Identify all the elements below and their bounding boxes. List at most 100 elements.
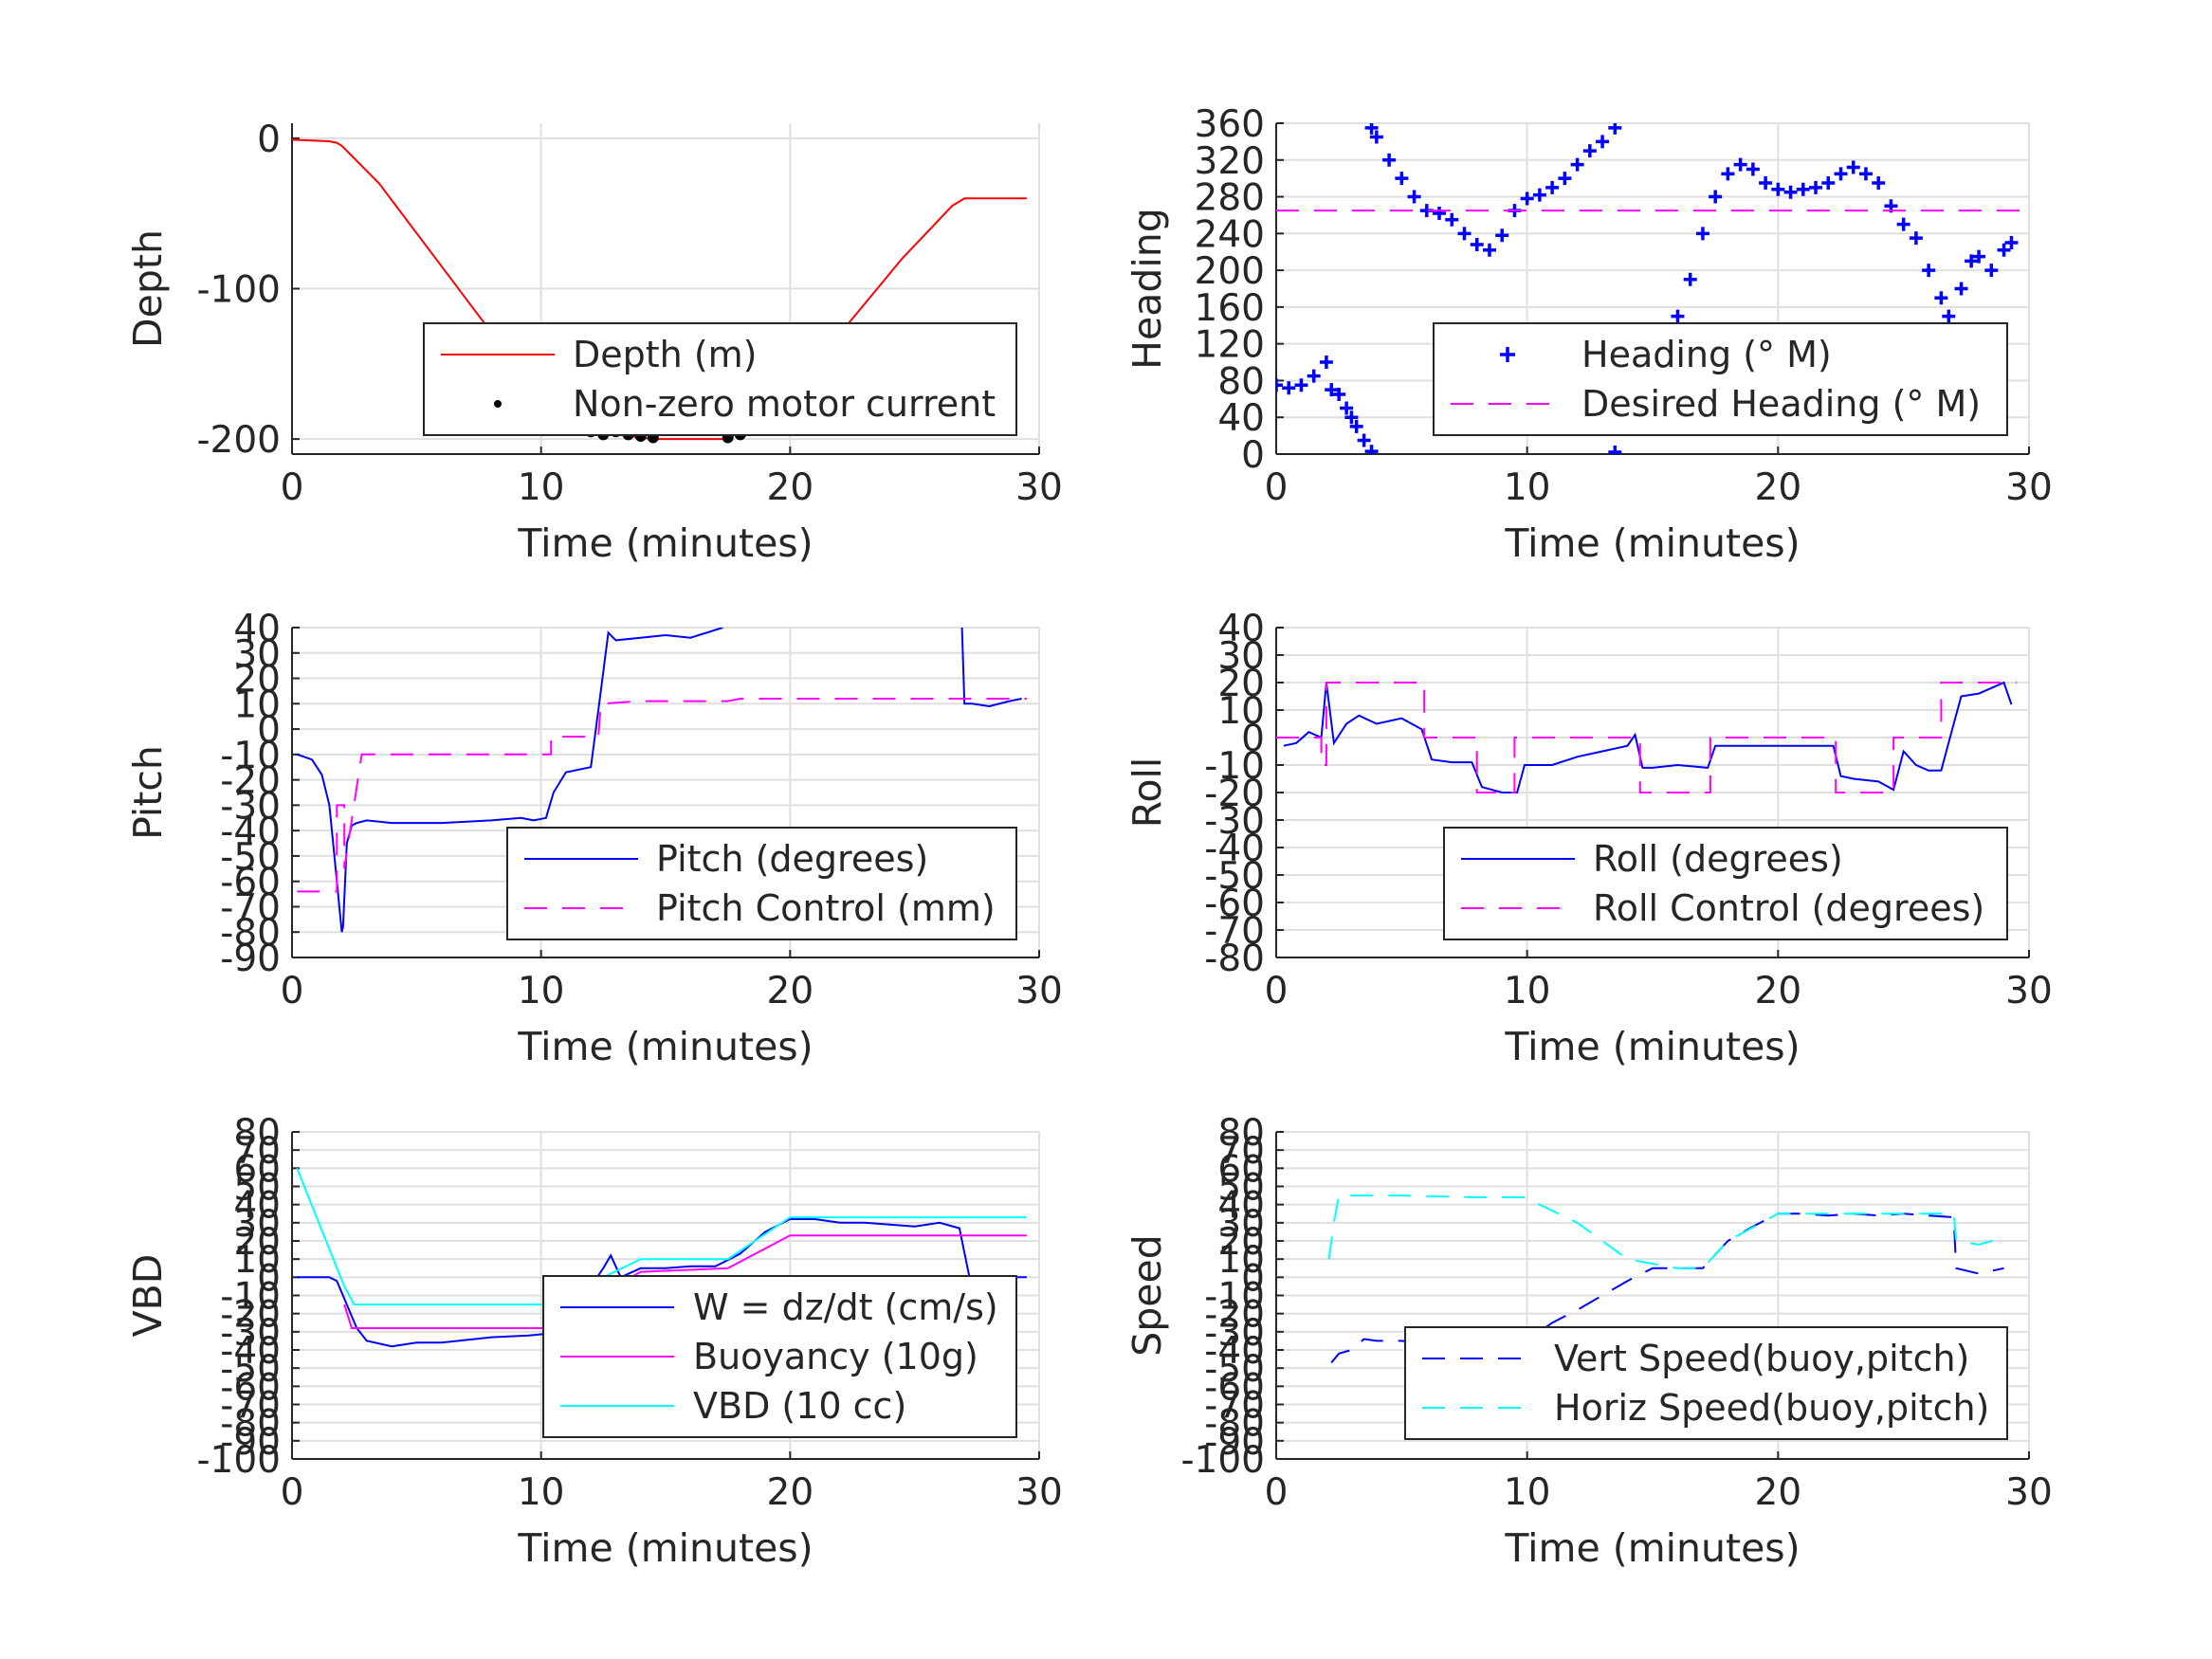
legend-label: Depth (m) (573, 334, 758, 375)
x-tick-label: 10 (1504, 466, 1551, 509)
heading-point (1570, 157, 1584, 172)
y-tick-label: 40 (1217, 1185, 1265, 1228)
heading-point (1332, 387, 1346, 401)
y-tick-label: -20 (220, 1294, 281, 1337)
x-tick-label: 20 (767, 1471, 814, 1514)
heading-point (1984, 264, 1999, 278)
chart-panel-1: 0 10 20 30 0 -100 -200 Time (minutes) Depth Depth… (125, 118, 1063, 566)
heading-point (1382, 153, 1397, 167)
heading-point (1972, 249, 1986, 264)
x-tick-label: 10 (518, 466, 565, 509)
y-tick-label: -100 (196, 269, 281, 312)
series-line-2 (1327, 1194, 2004, 1269)
y-tick-label: 200 (1195, 250, 1265, 293)
x-tick-label: 20 (767, 970, 814, 1012)
y-tick-label: 0 (1241, 718, 1265, 760)
legend-label: Horiz Speed(buoy,pitch) (1554, 1387, 1989, 1429)
y-tick-label: -30 (220, 1312, 281, 1355)
y-tick-label: -40 (220, 811, 281, 853)
heading-point (1470, 237, 1484, 251)
y-axis-label: Heading (1124, 208, 1170, 370)
y-tick-label: 10 (233, 1239, 281, 1282)
y-axis-label: Pitch (125, 745, 171, 840)
heading-point (1721, 167, 1735, 181)
legend: Roll (degrees) Roll Control (degrees) (1443, 827, 2008, 940)
legend-label: W = dz/dt (cm/s) (693, 1286, 998, 1328)
legend: W = dz/dt (cm/s) Buoyancy (10g) VBD (10 cc… (542, 1275, 1017, 1438)
y-tick-label: -200 (196, 419, 281, 462)
heading-point (1821, 176, 1836, 191)
legend-label: Desired Heading (° M) (1581, 383, 1981, 425)
x-tick-label: 20 (767, 466, 814, 509)
y-tick-label: -20 (1204, 1294, 1265, 1337)
x-tick-label: 30 (1015, 1471, 1063, 1514)
y-tick-label: 0 (257, 118, 281, 161)
heading-point (1783, 185, 1798, 199)
heading-point (1596, 135, 1610, 149)
x-tick-label: 30 (1015, 970, 1063, 1012)
x-tick-label: 30 (2005, 970, 2053, 1012)
y-tick-label: 0 (257, 1257, 281, 1300)
heading-point (1407, 190, 1421, 204)
heading-point (1532, 188, 1546, 202)
y-tick-label: 30 (1217, 1203, 1265, 1246)
y-tick-label: -40 (1204, 1330, 1265, 1373)
heading-point (1608, 123, 1622, 135)
heading-point (1276, 378, 1283, 392)
y-tick-label: -60 (220, 1366, 281, 1409)
y-tick-label: -20 (220, 760, 281, 803)
y-tick-label: 70 (233, 1130, 281, 1173)
y-tick-label: -70 (1204, 910, 1265, 953)
heading-point (1746, 162, 1760, 176)
x-tick-label: 0 (281, 466, 304, 509)
legend-swatch (1500, 347, 1515, 362)
heading-point (1709, 190, 1723, 204)
y-tick-label: 20 (233, 1221, 281, 1264)
heading-point (1344, 410, 1359, 425)
series-line-3 (297, 698, 1027, 893)
chart-panel-4: 0 10 20 30-80-70-60-50-40-30-20-10010203040… (1124, 608, 2053, 1069)
y-tick-label: -80 (1204, 938, 1265, 980)
heading-point (1909, 231, 1923, 246)
y-tick-label: -60 (1204, 883, 1265, 925)
y-tick-label: -40 (220, 1330, 281, 1373)
heading-point (1683, 272, 1697, 286)
y-axis-label: Roll (1124, 757, 1170, 829)
heading-point (1846, 160, 1860, 174)
y-tick-label: -50 (220, 1348, 281, 1391)
heading-point (1759, 176, 1773, 191)
legend-label: Non-zero motor current (573, 383, 996, 425)
legend: Pitch (degrees) Pitch Control (mm) (506, 827, 1017, 940)
heading-point (1307, 369, 1321, 383)
x-axis-label: Time (minutes) (1504, 520, 1800, 566)
heading-point (1357, 433, 1371, 447)
y-tick-label: 40 (1217, 397, 1265, 440)
y-tick-label: 20 (1217, 663, 1265, 705)
heading-point (1733, 157, 1747, 172)
y-tick-label: 40 (233, 608, 281, 650)
y-tick-label: -40 (1204, 828, 1265, 870)
y-tick-label: -70 (220, 1385, 281, 1428)
chart-panel-5: 0 10 20 30-100-90-80-70-60-50-40-30-20-1001… (125, 1112, 1063, 1571)
y-tick-label: -60 (1204, 1366, 1265, 1409)
y-tick-label: -90 (220, 1421, 281, 1464)
heading-point (1364, 123, 1379, 135)
legend-label: Roll (degrees) (1593, 838, 1843, 880)
x-tick-label: 0 (1265, 1471, 1289, 1514)
heading-point (1942, 309, 1956, 323)
y-tick-label: -20 (1204, 773, 1265, 815)
y-tick-label: -100 (1180, 1439, 1265, 1482)
y-tick-label: 60 (1217, 1148, 1265, 1191)
y-tick-label: -100 (196, 1439, 281, 1482)
heading-point (1433, 207, 1447, 221)
y-tick-label: 0 (1241, 434, 1265, 477)
x-tick-label: 30 (2005, 466, 2053, 509)
x-tick-label: 0 (281, 970, 304, 1012)
legend-label: Heading (° M) (1581, 334, 1832, 375)
y-tick-label: 160 (1195, 287, 1265, 330)
x-tick-label: 0 (281, 1471, 304, 1514)
x-axis-label: Time (minutes) (1504, 1525, 1800, 1571)
heading-point (1671, 309, 1685, 323)
